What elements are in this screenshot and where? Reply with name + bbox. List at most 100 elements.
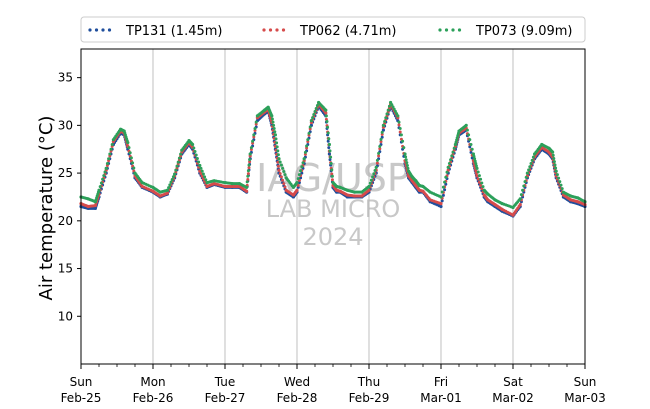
data-point-interp (299, 169, 303, 173)
data-point-interp (300, 165, 304, 169)
data-point-interp (275, 141, 279, 145)
data-point-interp (179, 152, 183, 156)
data-point-interp (380, 132, 384, 136)
x-tick-day: Tue (214, 375, 236, 389)
data-point (198, 169, 202, 173)
data-point-interp (197, 160, 201, 164)
data-point-interp (469, 150, 473, 154)
data-point-interp (468, 138, 472, 142)
data-point-interp (474, 164, 478, 168)
data-point-interp (529, 162, 533, 166)
data-point-interp (451, 150, 455, 154)
data-point-interp (330, 174, 334, 178)
data-point-interp (281, 166, 285, 170)
data-point (327, 152, 331, 156)
data-point-interp (308, 125, 312, 129)
data-point-interp (440, 199, 444, 203)
data-point-interp (245, 180, 249, 184)
data-point-interp (273, 130, 277, 134)
legend-marker (101, 28, 105, 32)
data-point (165, 191, 169, 195)
data-point-interp (248, 158, 252, 162)
data-point (191, 142, 195, 147)
data-point-interp (372, 172, 376, 176)
data-point-interp (384, 116, 388, 120)
data-point-interp (276, 149, 280, 153)
data-point-interp (192, 146, 196, 150)
data-point-interp (254, 120, 258, 124)
data-point-interp (552, 156, 556, 160)
data-point-interp (281, 178, 285, 182)
watermark: IAG/USP LAB MICRO 2024 (256, 156, 410, 251)
data-point-interp (552, 160, 556, 164)
legend-marker (107, 28, 112, 32)
data-point-interp (247, 163, 251, 167)
data-point (104, 166, 108, 170)
x-tick-day: Sun (574, 375, 597, 389)
data-point-interp (519, 193, 523, 197)
data-point-interp (441, 185, 445, 189)
data-point (551, 150, 555, 154)
data-point-interp (296, 183, 300, 187)
data-point-interp (110, 142, 114, 146)
data-point-interp (108, 152, 112, 156)
y-tick-label: 35 (58, 71, 73, 85)
data-point-interp (327, 146, 331, 150)
data-point-interp (390, 103, 394, 107)
data-point (471, 152, 475, 156)
data-point-interp (472, 154, 476, 158)
data-point (295, 181, 299, 185)
data-point-interp (399, 133, 403, 137)
data-point-interp (169, 180, 173, 184)
data-point (165, 188, 169, 192)
data-point-interp (452, 146, 456, 150)
data-point-interp (522, 184, 526, 188)
data-point-interp (378, 147, 382, 151)
data-point-interp (314, 107, 318, 110)
data-point-interp (465, 128, 469, 132)
legend-label: TP062 (4.71m) (299, 24, 396, 39)
legend-marker (262, 28, 266, 32)
data-point-interp (373, 169, 377, 173)
data-point-interp (375, 161, 379, 165)
data-point-interp (480, 181, 484, 185)
data-point-interp (103, 170, 107, 174)
data-point-interp (523, 180, 527, 184)
data-point-interp (306, 138, 310, 142)
data-point (309, 118, 313, 123)
legend-label: TP073 (9.09m) (475, 24, 572, 39)
data-point-interp (404, 158, 408, 162)
data-point (324, 111, 328, 115)
data-point-interp (330, 168, 334, 172)
y-tick-label: 20 (58, 214, 73, 228)
data-point-interp (397, 123, 401, 127)
data-point-interp (252, 133, 256, 137)
data-point-interp (129, 156, 133, 160)
data-point-interp (283, 185, 287, 189)
data-point-interp (393, 109, 397, 113)
data-point-interp (326, 131, 330, 135)
legend-marker (275, 28, 279, 32)
data-point (381, 123, 385, 127)
data-point-interp (193, 149, 197, 153)
data-point-interp (441, 193, 445, 197)
watermark-line-3: 2024 (302, 223, 363, 251)
data-point-interp (98, 185, 102, 189)
data-point-interp (470, 147, 474, 151)
data-point-interp (551, 153, 555, 157)
legend-item: TP062 (4.71m) (262, 24, 396, 39)
data-point-interp (312, 113, 316, 117)
data-point-interp (477, 174, 481, 178)
data-point-interp (371, 175, 375, 179)
data-point-interp (443, 188, 447, 192)
data-point-interp (404, 155, 408, 159)
data-point-interp (297, 173, 301, 177)
data-point (439, 204, 443, 209)
y-axis-label: Air temperature (°C) (36, 116, 57, 301)
data-point (374, 165, 378, 169)
data-point-interp (311, 116, 315, 120)
legend-marker (438, 28, 442, 32)
legend-marker (457, 28, 462, 32)
data-point-interp (297, 181, 301, 185)
